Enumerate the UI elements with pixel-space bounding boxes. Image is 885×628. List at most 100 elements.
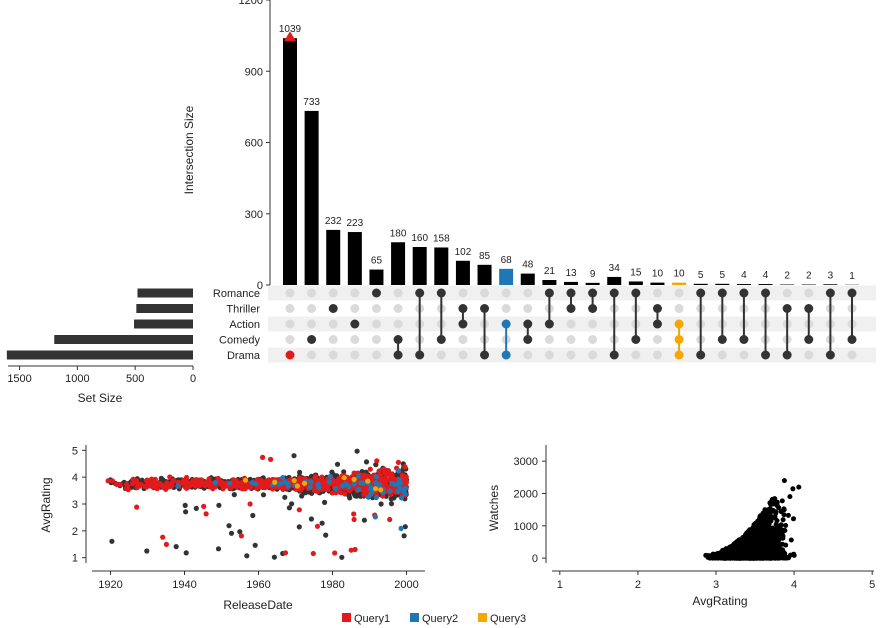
- scatter1-point: [291, 453, 297, 459]
- scatter2-point: [747, 550, 753, 556]
- matrix-dot: [739, 335, 749, 344]
- rating-watches-scatter: 0 1000 2000 3000 1 2 3 4 5: [514, 445, 875, 591]
- scatter2-point: [788, 537, 794, 543]
- matrix-empty-dot: [804, 350, 814, 360]
- scatter2-x-tick-label: 1: [557, 579, 563, 591]
- scatter1-point: [278, 480, 284, 486]
- intersection-bar-label: 4: [741, 270, 747, 281]
- scatter2-point: [734, 555, 740, 561]
- scatter1-point: [282, 550, 289, 556]
- scatter1-point: [373, 474, 379, 480]
- scatter1-point: [351, 516, 357, 523]
- scatter1-point: [308, 516, 314, 522]
- intersection-bar-label: 1: [849, 271, 855, 282]
- set-size-x-tick-label: 1500: [7, 373, 31, 385]
- scatter1-y-tick-label: 5: [72, 445, 78, 457]
- scatter1-point: [351, 481, 357, 487]
- scatter1-point: [291, 477, 297, 484]
- scatter1-point: [346, 492, 352, 498]
- scatter1-point: [380, 493, 386, 499]
- scatter1-point: [374, 458, 380, 464]
- scatter1-point: [160, 534, 166, 540]
- matrix-dot: [674, 350, 684, 360]
- scatter1-point: [215, 546, 222, 552]
- scatter1-point: [268, 456, 274, 462]
- scatter1-point: [233, 478, 239, 484]
- scatter1-point: [351, 511, 357, 517]
- scatter1-point: [184, 474, 190, 481]
- scatter1-point: [397, 480, 404, 486]
- scatter1-point: [210, 486, 216, 492]
- scatter2-point: [769, 542, 775, 547]
- scatter1-point: [352, 546, 358, 553]
- matrix-empty-dot: [566, 335, 576, 344]
- matrix-dot: [782, 304, 792, 313]
- scatter2-point: [762, 545, 768, 551]
- matrix-dot: [458, 304, 468, 313]
- matrix-dot: [847, 288, 857, 298]
- matrix-dot: [804, 304, 814, 313]
- scatter1-point: [166, 484, 173, 490]
- scatter2-y-label: Watches: [487, 485, 501, 531]
- scatter1-point: [136, 483, 142, 489]
- intersection-bar-label: 2: [784, 271, 790, 282]
- intersection-bar: [585, 282, 600, 285]
- scatter1-x-tick-label: 1960: [246, 579, 270, 591]
- intersection-bar-label: 158: [433, 233, 450, 244]
- scatter2-point: [779, 547, 785, 553]
- intersection-bar-label: 48: [522, 260, 534, 271]
- set-size-bars: 1500 1000 500 0: [6, 288, 196, 385]
- scatter1-point: [395, 468, 401, 474]
- scatter1-point: [153, 482, 159, 488]
- scatter1-point: [388, 501, 395, 507]
- scatter1-point: [217, 478, 223, 484]
- scatter1-point: [346, 487, 352, 494]
- scatter1-point: [365, 494, 371, 500]
- set-size-bar: [6, 350, 193, 360]
- scatter1-point: [314, 523, 321, 529]
- intersection-bar-label: 223: [347, 218, 364, 229]
- highlight-marker: [284, 31, 296, 42]
- scatter1-point: [114, 481, 120, 487]
- scatter2-y-tick-label: 2000: [514, 488, 538, 500]
- scatter1-point: [294, 483, 300, 489]
- scatter1-point: [183, 485, 190, 491]
- scatter1-point: [365, 478, 371, 484]
- set-label: Action: [229, 319, 260, 331]
- scatter1-point: [327, 473, 333, 480]
- intersection-bar: [715, 283, 730, 285]
- scatter1-point: [387, 488, 393, 494]
- scatter1-point: [329, 469, 335, 475]
- matrix-dot: [523, 319, 533, 329]
- scatter1-point: [280, 475, 286, 481]
- scatter1-point: [299, 493, 305, 499]
- matrix-empty-dot: [674, 304, 684, 313]
- scatter1-point: [373, 486, 379, 492]
- matrix-dot: [588, 304, 598, 313]
- scatter1-point: [302, 480, 308, 486]
- matrix-dot: [652, 304, 662, 313]
- matrix-dot: [825, 350, 835, 360]
- matrix-dot: [350, 319, 360, 329]
- scatter1-point: [379, 477, 385, 483]
- intersection-bar: [455, 260, 470, 285]
- intersection-bar-label: 4: [763, 270, 769, 281]
- scatter1-point: [237, 529, 243, 535]
- matrix-dot: [652, 319, 662, 329]
- matrix-empty-dot: [436, 350, 446, 360]
- matrix-empty-dot: [307, 350, 317, 360]
- matrix-dot: [328, 304, 338, 313]
- matrix-dot: [415, 288, 425, 298]
- scatter2-point: [743, 555, 749, 561]
- scatter1-x-tick-label: 2000: [394, 579, 418, 591]
- set-label: Comedy: [219, 335, 260, 347]
- scatter2-point: [749, 555, 754, 561]
- intersection-bar-label: 9: [590, 269, 596, 280]
- scatter2-point: [770, 507, 776, 513]
- scatter1-point: [361, 492, 367, 498]
- scatter1-point: [315, 481, 321, 487]
- scatter1-point: [385, 471, 391, 477]
- matrix-empty-dot: [350, 304, 360, 313]
- set-size-bar: [54, 335, 193, 344]
